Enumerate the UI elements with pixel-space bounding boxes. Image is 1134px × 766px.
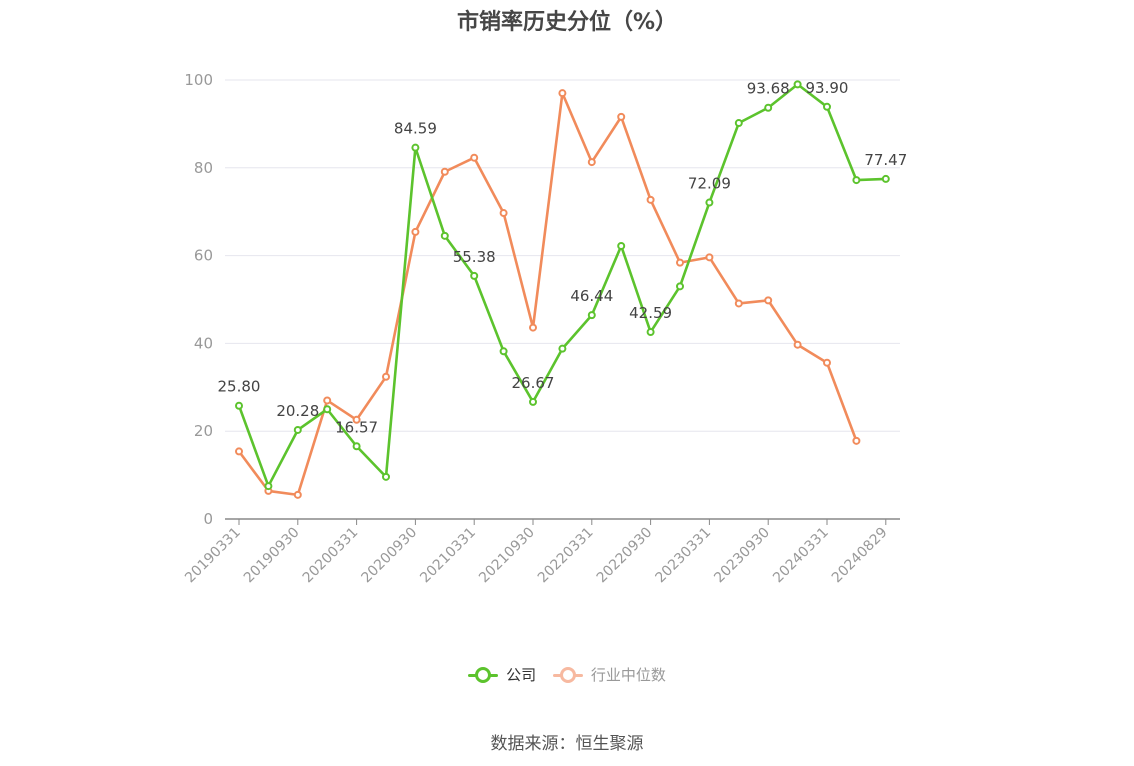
y-tick-label-20: 20 [194,422,213,440]
legend-item-industry[interactable]: 行业中位数 [552,664,666,685]
series-1-point-11 [558,89,567,98]
series-1-point-5 [382,372,390,381]
data-label-22: 77.47 [864,151,907,169]
series-0-point-1 [264,482,273,491]
x-tick-label-20190331: 20190331 [182,525,244,587]
series-1-point-17 [734,299,743,308]
series-0-point-11 [558,344,567,353]
series-0-point-20 [823,102,831,111]
legend: 公司 行业中位数 [0,664,1134,687]
series-1-point-16 [705,253,714,262]
series-0-point-14 [646,328,655,337]
legend-company-swatch [468,666,499,683]
series-0-point-16 [705,198,714,207]
x-tick-label-20230331: 20230331 [653,525,715,587]
legend-item-company[interactable]: 公司 [468,664,536,685]
y-tick-label-0: 0 [203,510,213,528]
x-tick-label-20200331: 20200331 [300,525,362,587]
series-0-point-2 [293,425,302,434]
legend-company-label: 公司 [506,666,537,684]
series-1-point-9 [499,209,508,218]
x-tick-label-20190930: 20190930 [241,525,303,587]
series-1-point-15 [676,258,684,267]
series-0-point-9 [499,347,508,356]
series-0-point-18 [764,103,773,112]
data-label-18: 93.68 [747,80,790,98]
x-tick-label-20210331: 20210331 [417,525,479,587]
data-label-8: 55.38 [453,248,496,266]
data-label-6: 84.59 [394,120,437,138]
series-0-point-12 [587,311,596,320]
data-label-0: 25.80 [218,378,261,396]
legend-industry-label: 行业中位数 [590,666,666,684]
series-1-point-6 [411,227,420,236]
y-tick-label-40: 40 [194,334,213,352]
x-tick-label-20240829: 20240829 [829,525,891,587]
series-0-point-17 [734,119,743,128]
series-1-point-21 [852,436,861,445]
x-tick-label-20240331: 20240331 [770,525,832,587]
series-1-point-3 [323,396,332,405]
x-tick-label-20210930: 20210930 [476,525,538,587]
y-tick-label-60: 60 [194,247,213,265]
series-0-point-21 [852,176,861,185]
x-tick-label-20220930: 20220930 [594,525,656,587]
series-1-point-4 [352,415,361,424]
series-1-point-12 [587,158,596,167]
series-0-point-13 [617,241,626,250]
series-0-point-5 [382,472,390,481]
data-label-16: 72.09 [688,175,731,193]
legend-industry-swatch [552,666,583,683]
x-tick-label-20230930: 20230930 [711,525,773,587]
series-0-point-7 [440,231,449,240]
data-label-12: 46.44 [570,287,613,305]
series-1-point-8 [470,153,479,162]
series-1-point-0 [235,447,243,456]
data-label-2: 20.28 [276,402,319,420]
y-tick-label-100: 100 [184,71,213,89]
series-0-point-10 [529,397,537,406]
series-1-point-10 [529,323,537,332]
data-label-4: 16.57 [335,418,378,436]
series-0-point-8 [470,271,479,280]
series-0-point-19 [793,80,802,89]
series-0-point-0 [235,401,243,410]
series-1-point-18 [764,296,773,305]
data-label-20: 93.90 [806,79,849,97]
y-tick-label-80: 80 [194,159,213,177]
series-1-point-14 [646,195,655,204]
series-1-point-20 [823,358,831,367]
series-1-point-2 [293,490,302,499]
x-tick-label-20220331: 20220331 [535,525,597,587]
x-tick-label-20200930: 20200930 [359,525,421,587]
chart-title: 市销率历史分位（%） [456,10,678,35]
series-0-point-6 [411,143,420,152]
data-label-10: 26.67 [512,374,555,392]
series-1-point-7 [440,167,449,176]
series-0-point-3 [323,405,332,414]
series-1-point-19 [793,340,802,349]
series-0-point-15 [676,282,684,291]
series-0-point-22 [881,174,890,183]
series-1-point-13 [617,112,626,121]
data-source: 数据来源：恒生聚源 [490,734,644,754]
data-label-14: 42.59 [629,304,672,322]
series-line-1 [237,91,858,497]
series-0-point-4 [352,442,361,451]
